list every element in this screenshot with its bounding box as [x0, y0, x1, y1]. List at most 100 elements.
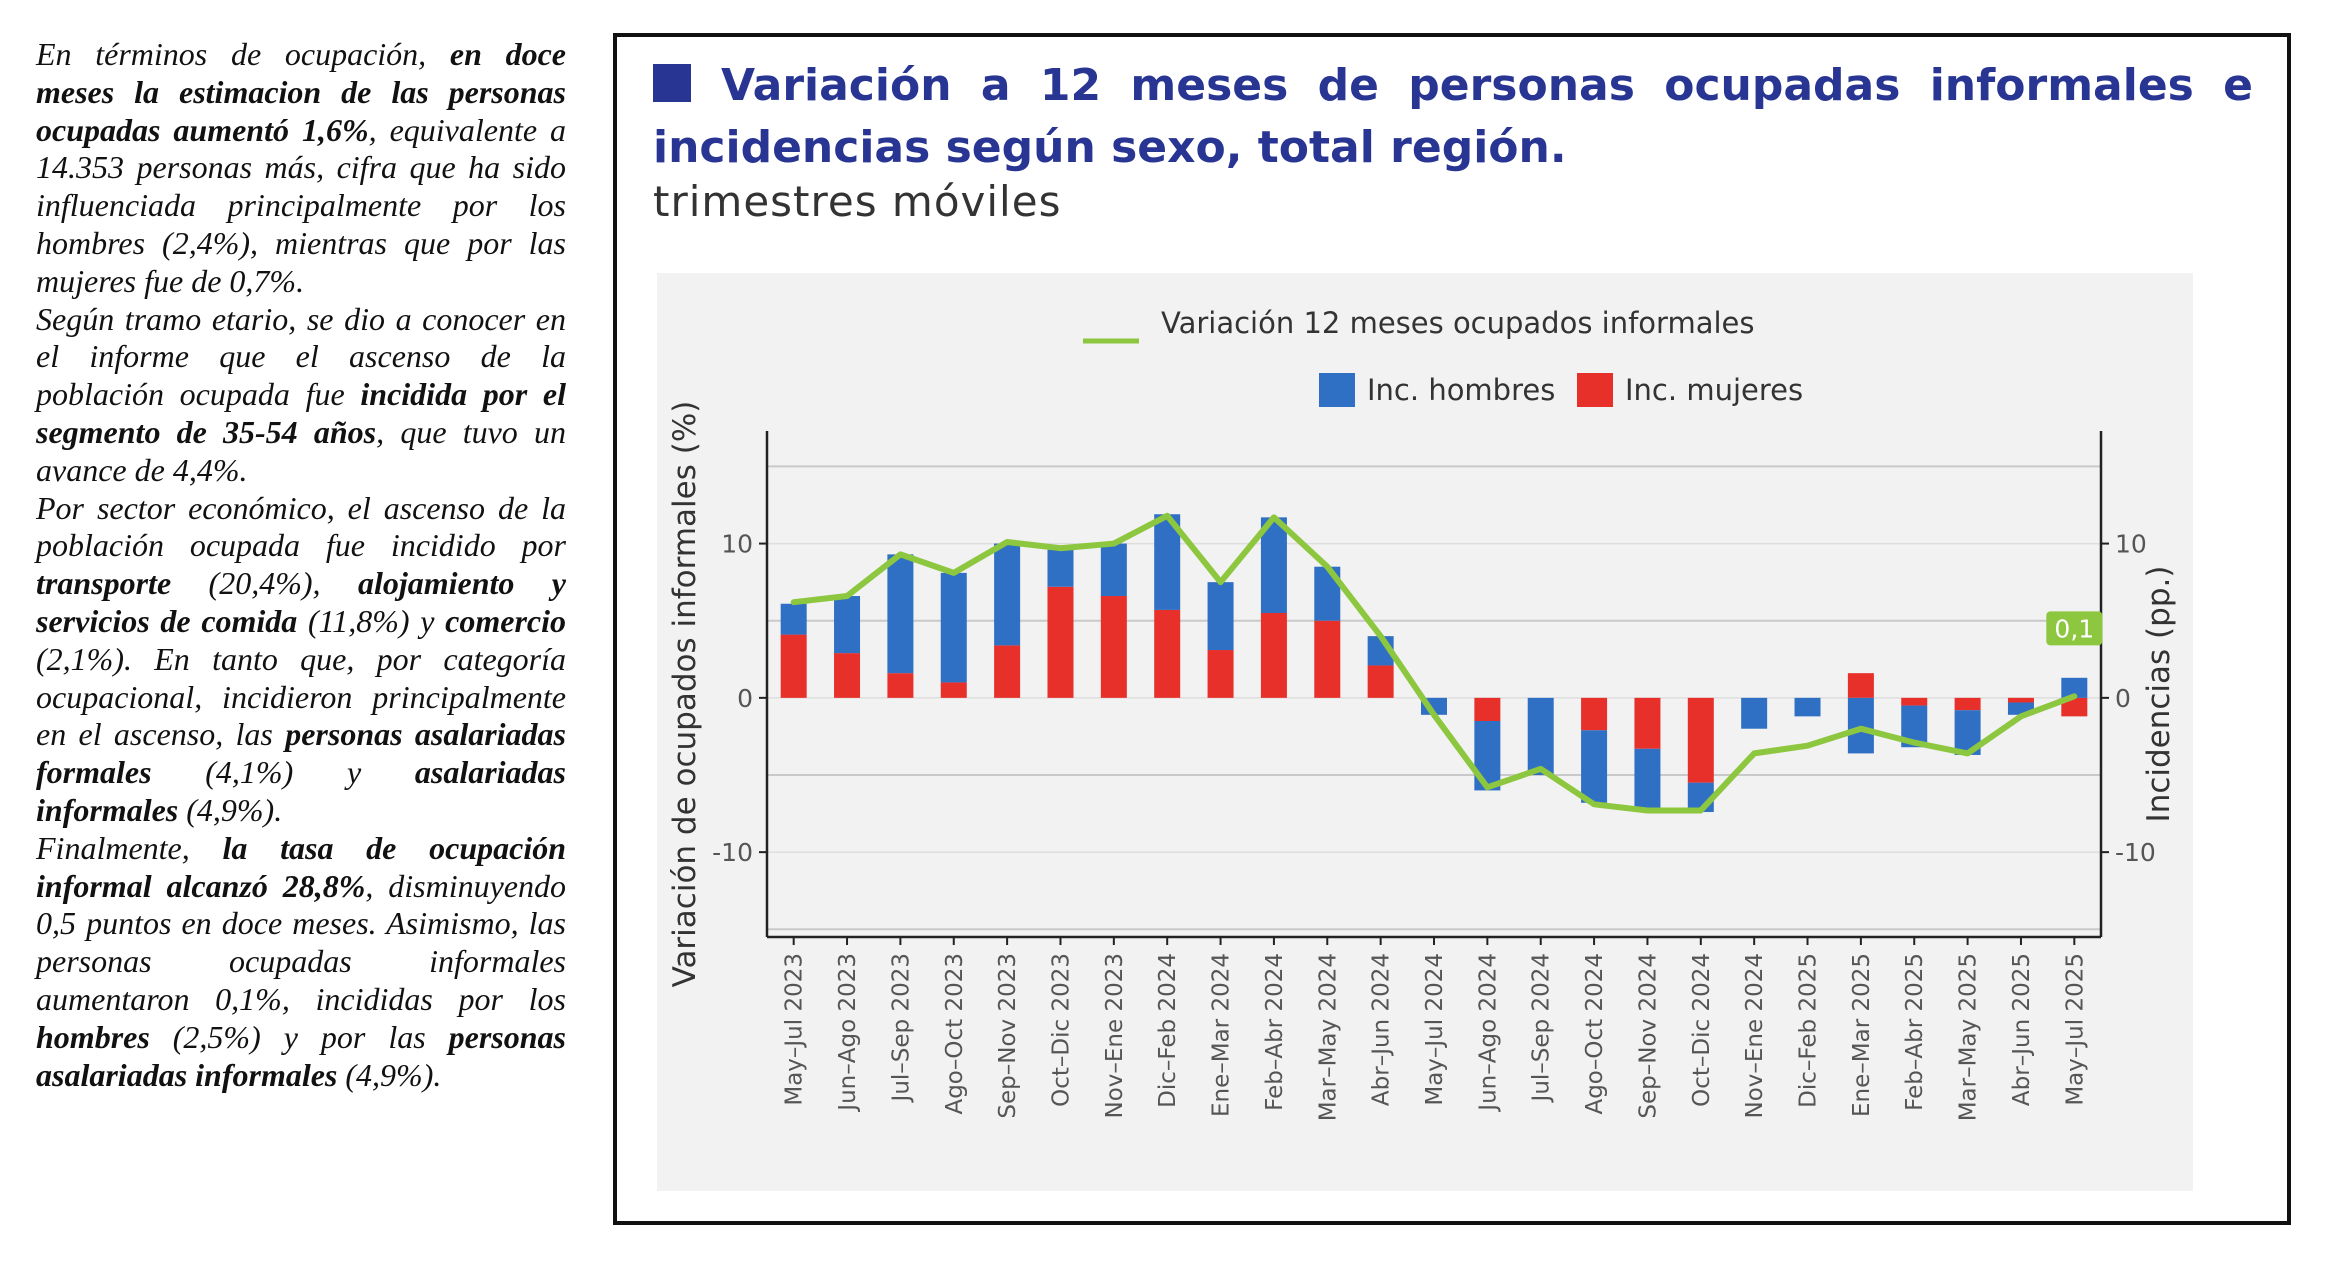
category-label: May–Jul 2025 [2062, 953, 2088, 1106]
bar-mujeres [1314, 620, 1341, 698]
category-label: Oct–Dic 2024 [1689, 953, 1715, 1107]
bar-hombres [1741, 697, 1768, 729]
bar-mujeres [1207, 650, 1234, 698]
bar-mujeres [1047, 586, 1074, 698]
category-label: Dic–Feb 2024 [1155, 953, 1181, 1108]
bar-hombres [1100, 543, 1127, 597]
y2-tick-label: -10 [2115, 838, 2156, 867]
category-label: Sep–Nov 2024 [1635, 953, 1661, 1119]
bold-text-run: personas asalariadas informales [36, 1018, 566, 1093]
y2-tick-label: 10 [2115, 530, 2147, 559]
bar-hombres [1794, 697, 1821, 717]
category-label: May–Jul 2023 [782, 953, 808, 1106]
bar-mujeres [1687, 697, 1714, 783]
category-label: Abr–Jun 2024 [1369, 953, 1395, 1106]
text-run: (2,1%). En tanto que, por categoría ocup… [36, 640, 566, 753]
bar-mujeres [1954, 697, 1981, 711]
category-label: Mar–May 2024 [1315, 953, 1341, 1121]
text-run: , disminuyendo 0,5 puntos en doce meses.… [36, 867, 566, 1017]
text-run: (4,9%). [178, 791, 283, 828]
bold-text-run: hombres [36, 1018, 150, 1055]
category-label: Jul–Sep 2023 [888, 953, 914, 1103]
legend-swatch-mujeres [1577, 373, 1613, 407]
category-label: Sep–Nov 2023 [995, 953, 1021, 1119]
category-label: Ago–Oct 2024 [1582, 953, 1608, 1115]
category-label: Ene–Mar 2024 [1209, 953, 1235, 1117]
category-label: Oct–Dic 2023 [1048, 953, 1074, 1107]
category-label: Dic–Feb 2025 [1796, 953, 1822, 1108]
text-run: (11,8%) y [297, 602, 446, 639]
bold-text-run: la tasa de ocupación informal alcanzó 28… [36, 829, 566, 904]
bar-mujeres [1901, 697, 1928, 706]
bar-mujeres [2061, 697, 2088, 717]
text-run: Según tramo etario, se dio a conocer en … [36, 300, 566, 413]
text-run: (20,4%), [171, 565, 358, 602]
paragraph: Finalmente, la tasa de ocupación informa… [36, 830, 566, 1095]
category-label: Jul–Sep 2024 [1529, 953, 1555, 1103]
chart-subtitle: trimestres móviles [653, 177, 1062, 226]
bar-mujeres [1154, 609, 1181, 698]
bold-text-run: transporte [36, 565, 172, 602]
title-square-icon [653, 64, 691, 102]
category-label: Nov–Ene 2024 [1742, 953, 1768, 1119]
bar-mujeres [1474, 697, 1501, 721]
chart-svg: 10 10 0 0 -10 -10 Variación de ocupados inform… [667, 306, 2177, 1121]
bar-hombres [1260, 517, 1287, 613]
bar-mujeres [994, 645, 1021, 698]
chart-panel: 10 10 0 0 -10 -10 Variación de ocupados inform… [657, 273, 2193, 1191]
y2-axis-title: Incidencias (pp.) [2141, 566, 2177, 823]
bar-hombres [834, 596, 861, 654]
bar-hombres [1634, 748, 1661, 809]
bar-hombres [1581, 730, 1608, 803]
text-run: , que tuvo un avance de 4,4%. [36, 413, 567, 488]
category-label: Feb–Abr 2025 [1902, 953, 1928, 1111]
value-label: 0,1 [2054, 614, 2094, 643]
left-text-column: En términos de ocupación, en doce meses … [36, 36, 566, 1094]
bar-mujeres [887, 673, 914, 698]
paragraph: En términos de ocupación, en doce meses … [36, 36, 566, 301]
text-run: Por sector económico, el ascenso de la p… [36, 489, 566, 564]
bar-mujeres [834, 653, 861, 698]
bold-text-run: personas asalariadas formales [36, 716, 567, 791]
text-run: , equivalente a 14.353 personas más, cif… [36, 111, 567, 299]
bold-text-run: asalariadas informales [36, 754, 566, 828]
y-tick-label: 10 [721, 530, 753, 559]
y-tick-label: 0 [737, 684, 753, 713]
bar-mujeres [1260, 613, 1287, 698]
text-run: (4,1%) y [151, 754, 415, 791]
y-tick-label: -10 [712, 838, 753, 867]
category-label: Ago–Oct 2023 [942, 953, 968, 1115]
text-run: (4,9%). [337, 1056, 442, 1093]
category-label: Jun–Ago 2023 [835, 953, 861, 1113]
bar-mujeres [1100, 596, 1127, 698]
bold-text-run: alojamiento y servicios de comida [36, 565, 567, 639]
legend-label-variacion: Variación 12 meses ocupados informales [1161, 306, 1755, 340]
bar-mujeres [780, 634, 807, 698]
bold-text-run: incidida por el segmento de 35-54 años [36, 376, 567, 450]
bold-text-run: comercio [445, 602, 567, 639]
category-label: May–Jul 2024 [1422, 953, 1448, 1106]
category-label: Abr–Jun 2025 [2009, 953, 2035, 1106]
category-label: Nov–Ene 2023 [1102, 953, 1128, 1119]
paragraph: Por sector económico, el ascenso de la p… [36, 490, 566, 830]
series-line-variacion [790, 512, 2078, 814]
chart-title-text: Variación a 12 meses de personas ocupada… [653, 60, 2253, 173]
bar-hombres [1047, 549, 1074, 587]
bar-mujeres [1634, 697, 1661, 749]
bar-hombres [1527, 697, 1554, 775]
y2-tick-label: 0 [2115, 684, 2131, 713]
bar-mujeres [1847, 673, 1874, 698]
bar-mujeres [1581, 697, 1608, 731]
chart-frame: Variación a 12 meses de personas ocupada… [613, 33, 2291, 1225]
category-label: Jun–Ago 2024 [1475, 953, 1501, 1113]
y-axis-title: Variación de ocupados informales (%) [667, 401, 703, 988]
legend-swatch-hombres [1319, 373, 1355, 407]
category-label: Feb–Abr 2024 [1262, 953, 1288, 1111]
bar-hombres [994, 543, 1021, 646]
legend-label-hombres: Inc. hombres [1367, 373, 1555, 407]
legend-label-mujeres: Inc. mujeres [1625, 373, 1803, 407]
text-run: Finalmente, [36, 829, 223, 866]
category-label: Ene–Mar 2025 [1849, 953, 1875, 1117]
chart-title: Variación a 12 meses de personas ocupada… [653, 55, 2253, 179]
text-run: (2,5%) y por las [149, 1018, 449, 1055]
